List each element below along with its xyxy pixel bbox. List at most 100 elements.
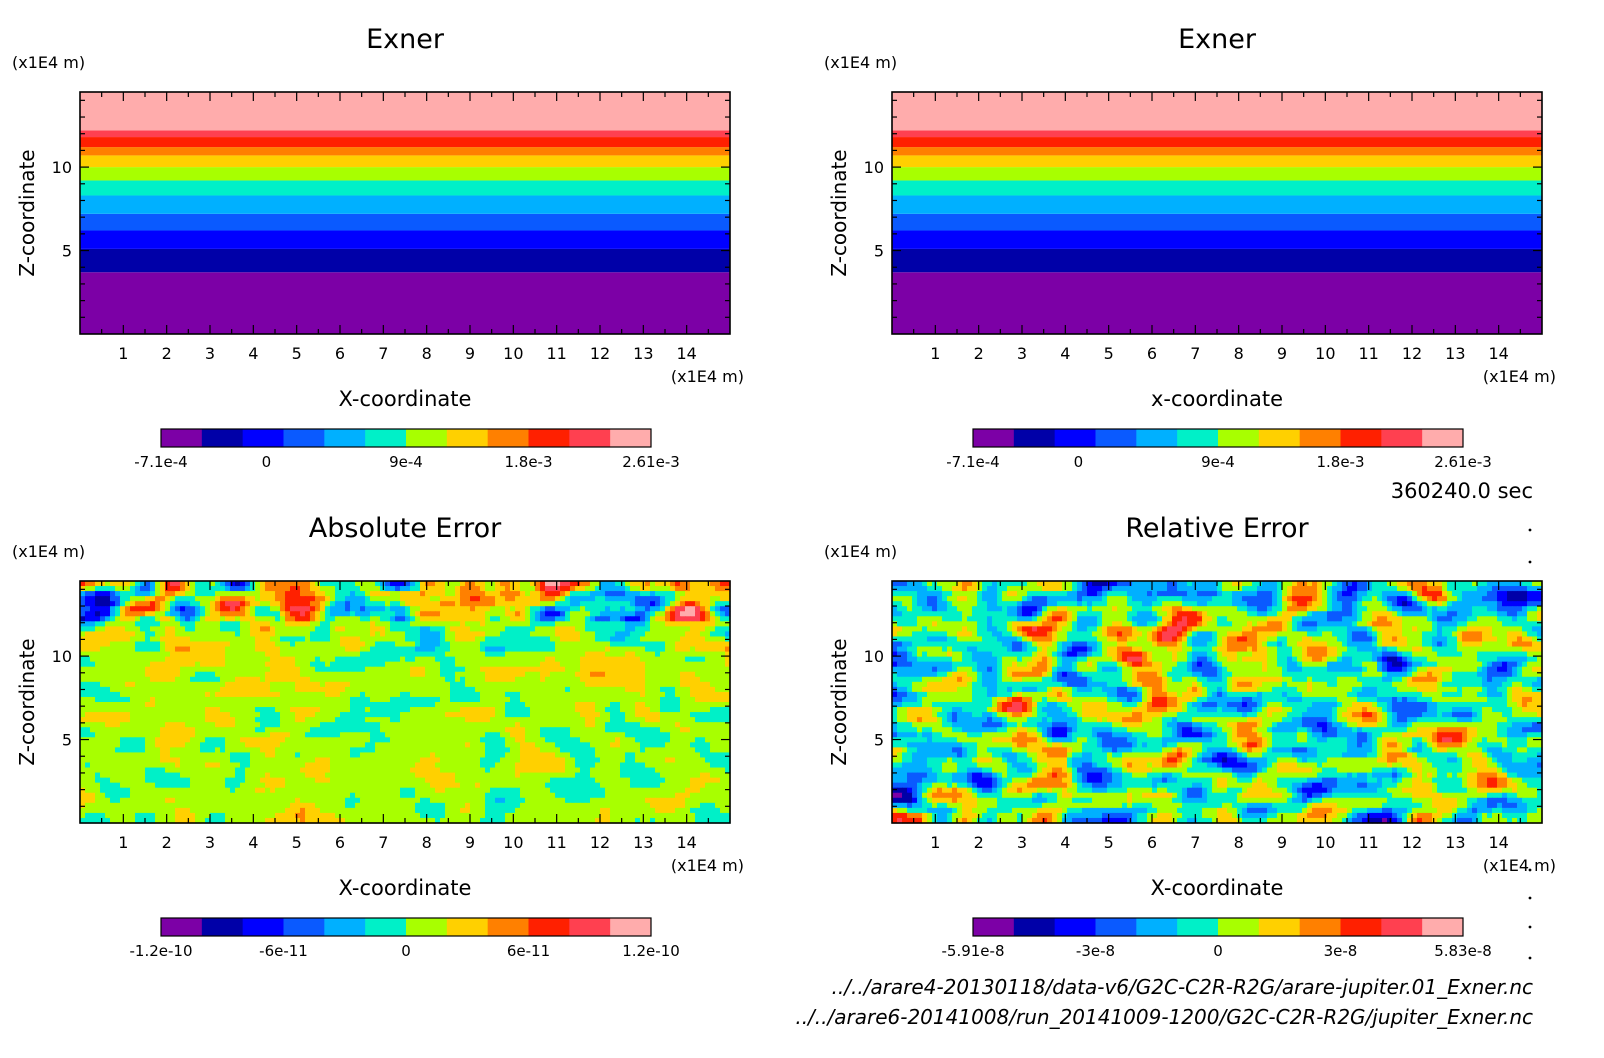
heatmap-cell xyxy=(425,626,431,632)
heatmap-cell xyxy=(680,586,686,592)
heatmap-cell xyxy=(260,596,266,602)
heatmap-cell xyxy=(615,747,621,753)
heatmap-cell xyxy=(300,682,306,688)
heatmap-cell xyxy=(710,581,716,587)
heatmap-cell xyxy=(365,732,371,738)
heatmap-cell xyxy=(695,677,701,683)
heatmap-cell xyxy=(615,606,621,612)
heatmap-cell xyxy=(610,692,616,698)
heatmap-cell xyxy=(410,737,416,743)
heatmap-cell xyxy=(250,742,256,748)
heatmap-cell xyxy=(680,636,686,642)
heatmap-cell xyxy=(400,647,406,653)
heatmap-cell xyxy=(615,742,621,748)
heatmap-cell xyxy=(405,682,411,688)
heatmap-cell xyxy=(215,707,221,713)
heatmap-cell xyxy=(245,642,251,648)
heatmap-cell xyxy=(385,687,391,693)
heatmap-cell xyxy=(475,742,481,748)
heatmap-cell xyxy=(195,707,201,713)
heatmap-cell xyxy=(430,757,436,763)
heatmap-cell xyxy=(480,596,486,602)
heatmap-cell xyxy=(240,697,246,703)
heatmap-cell xyxy=(275,697,281,703)
heatmap-cell xyxy=(145,732,151,738)
heatmap-cell xyxy=(160,626,166,632)
heatmap-cell xyxy=(320,586,326,592)
heatmap-cell xyxy=(590,601,596,607)
heatmap-cell xyxy=(330,757,336,763)
heatmap-cell xyxy=(560,581,566,587)
heatmap-cell xyxy=(575,682,581,688)
heatmap-cell xyxy=(420,586,426,592)
heatmap-cell xyxy=(640,692,646,698)
heatmap-cell xyxy=(585,727,591,733)
heatmap-cell xyxy=(645,631,651,637)
heatmap-cell xyxy=(115,631,121,637)
heatmap-cell xyxy=(575,692,581,698)
heatmap-cell xyxy=(460,712,466,718)
heatmap-cell xyxy=(485,737,491,743)
heatmap-cell xyxy=(580,657,586,663)
heatmap-cell xyxy=(95,667,101,673)
heatmap-cell xyxy=(510,707,516,713)
heatmap-cell xyxy=(220,591,226,597)
heatmap-cell xyxy=(565,596,571,602)
heatmap-cell xyxy=(545,757,551,763)
heatmap-cell xyxy=(625,677,631,683)
heatmap-cell xyxy=(385,662,391,668)
heatmap-cell xyxy=(590,727,596,733)
heatmap-cell xyxy=(205,591,211,597)
heatmap-cell xyxy=(520,677,526,683)
heatmap-cell xyxy=(615,581,621,587)
heatmap-cell xyxy=(625,757,631,763)
heatmap-cell xyxy=(175,672,181,678)
heatmap-cell xyxy=(110,591,116,597)
heatmap-cell xyxy=(410,621,416,627)
heatmap-cell xyxy=(225,702,231,708)
heatmap-cell xyxy=(230,747,236,753)
heatmap-cell xyxy=(695,727,701,733)
heatmap-cell xyxy=(385,606,391,612)
heatmap-cell xyxy=(320,717,326,723)
heatmap-cell xyxy=(120,727,126,733)
heatmap-cell xyxy=(550,697,556,703)
heatmap-cell xyxy=(695,657,701,663)
heatmap-cell xyxy=(190,591,196,597)
heatmap-cell xyxy=(700,596,706,602)
heatmap-cell xyxy=(345,611,351,617)
heatmap-cell xyxy=(380,616,386,622)
heatmap-cell xyxy=(550,606,556,612)
heatmap-cell xyxy=(445,702,451,708)
heatmap-cell xyxy=(540,657,546,663)
heatmap-cell xyxy=(515,601,521,607)
heatmap-cell xyxy=(130,667,136,673)
heatmap-cell xyxy=(370,662,376,668)
heatmap-cell xyxy=(440,591,446,597)
heatmap-cell xyxy=(465,737,471,743)
heatmap-cell xyxy=(585,621,591,627)
colorbar-swatch xyxy=(1300,429,1341,447)
heatmap-cell xyxy=(485,687,491,693)
heatmap-cell xyxy=(130,652,136,658)
heatmap-cell xyxy=(685,596,691,602)
heatmap-cell xyxy=(445,677,451,683)
heatmap-cell xyxy=(450,732,456,738)
heatmap-cell xyxy=(180,642,186,648)
heatmap-cell xyxy=(260,747,266,753)
heatmap-cell xyxy=(360,672,366,678)
heatmap-cell xyxy=(285,606,291,612)
heatmap-cell xyxy=(440,636,446,642)
heatmap-cell xyxy=(140,732,146,738)
heatmap-cell xyxy=(455,742,461,748)
heatmap-cell xyxy=(335,727,341,733)
heatmap-cell xyxy=(565,626,571,632)
heatmap-cell xyxy=(325,611,331,617)
heatmap-cell xyxy=(410,687,416,693)
heatmap-cell xyxy=(85,752,91,758)
heatmap-cell xyxy=(205,697,211,703)
heatmap-cell xyxy=(655,737,661,743)
heatmap-cell xyxy=(615,707,621,713)
heatmap-cell xyxy=(145,636,151,642)
heatmap-cell xyxy=(130,616,136,622)
